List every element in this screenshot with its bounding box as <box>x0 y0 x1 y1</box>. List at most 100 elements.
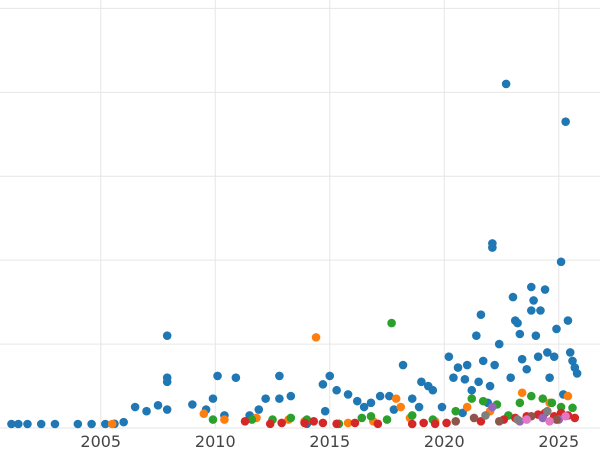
data-point <box>208 415 218 424</box>
series-0 <box>7 79 582 429</box>
x-tick-label: 2025 <box>538 432 579 450</box>
x-tick-label: 2010 <box>195 432 236 450</box>
data-point <box>458 408 467 418</box>
data-point <box>547 398 557 408</box>
data-point <box>385 391 394 401</box>
data-point <box>387 318 396 328</box>
data-point <box>286 413 296 423</box>
data-point <box>526 306 536 315</box>
data-point <box>467 394 477 403</box>
data-point <box>162 405 172 414</box>
data-point <box>254 405 264 414</box>
points-layer <box>7 79 582 429</box>
data-point <box>414 402 424 412</box>
data-point <box>14 419 23 429</box>
x-tick-label: 2005 <box>80 432 121 450</box>
data-point <box>142 406 151 416</box>
data-point <box>407 419 417 429</box>
data-point <box>101 419 110 429</box>
data-point <box>407 394 417 403</box>
data-point <box>529 296 538 305</box>
data-point <box>188 400 197 409</box>
data-point <box>373 419 383 429</box>
data-point <box>488 402 497 412</box>
data-point <box>417 377 426 387</box>
data-point <box>332 385 341 395</box>
data-point <box>572 369 582 378</box>
data-point <box>568 356 577 366</box>
data-point <box>36 419 46 429</box>
data-point <box>265 419 275 429</box>
data-point <box>240 416 250 426</box>
data-point <box>506 373 515 382</box>
data-point <box>366 411 376 421</box>
data-point <box>543 406 552 416</box>
data-point <box>318 418 328 428</box>
data-point <box>357 413 367 423</box>
data-point <box>513 318 522 328</box>
data-point <box>442 418 451 428</box>
data-point <box>162 377 172 387</box>
series-7 <box>481 406 552 424</box>
data-point <box>533 352 543 361</box>
x-axis-tick-labels: 2005 2010 2015 2020 2025 <box>80 432 579 450</box>
data-point <box>568 403 577 413</box>
series-5 <box>451 411 561 426</box>
data-point <box>451 416 461 426</box>
data-point <box>467 385 477 395</box>
data-point <box>453 363 463 372</box>
data-point <box>208 394 218 403</box>
data-point <box>213 371 222 381</box>
data-point <box>513 415 522 424</box>
data-point <box>359 402 369 412</box>
data-point <box>522 415 532 424</box>
data-point <box>366 398 376 408</box>
data-point <box>382 415 392 424</box>
data-point <box>561 411 570 421</box>
data-point <box>538 394 548 403</box>
data-point <box>462 402 472 412</box>
data-point <box>481 411 490 420</box>
data-point <box>485 381 495 391</box>
data-point <box>552 415 561 424</box>
data-point <box>419 418 428 428</box>
data-point <box>391 394 401 403</box>
data-point <box>430 419 440 429</box>
data-point <box>343 390 353 399</box>
data-point <box>494 339 504 349</box>
data-point <box>275 394 284 403</box>
data-point <box>352 396 362 406</box>
series-2 <box>208 318 577 429</box>
data-point <box>522 364 532 374</box>
data-point <box>130 402 140 412</box>
data-point <box>332 419 341 429</box>
data-point <box>570 413 580 423</box>
x-tick-label: 2020 <box>424 432 465 450</box>
data-point <box>7 419 16 429</box>
data-point <box>490 360 499 370</box>
data-point <box>552 324 561 334</box>
data-point <box>199 409 209 419</box>
data-point <box>565 348 575 357</box>
data-point <box>247 415 257 424</box>
data-point <box>343 418 353 428</box>
data-point <box>389 405 399 414</box>
data-point <box>556 257 566 267</box>
data-point <box>517 388 527 398</box>
data-point <box>318 380 328 389</box>
data-point <box>407 411 417 420</box>
data-point <box>350 418 360 428</box>
data-point <box>23 419 32 429</box>
series-1 <box>107 333 573 429</box>
data-point <box>153 401 163 410</box>
data-point <box>73 419 83 429</box>
data-point <box>563 391 573 401</box>
data-point <box>396 402 406 412</box>
data-point <box>501 79 511 89</box>
data-point <box>87 419 96 429</box>
data-point <box>494 416 504 426</box>
data-point <box>220 415 229 424</box>
data-point <box>543 348 552 357</box>
